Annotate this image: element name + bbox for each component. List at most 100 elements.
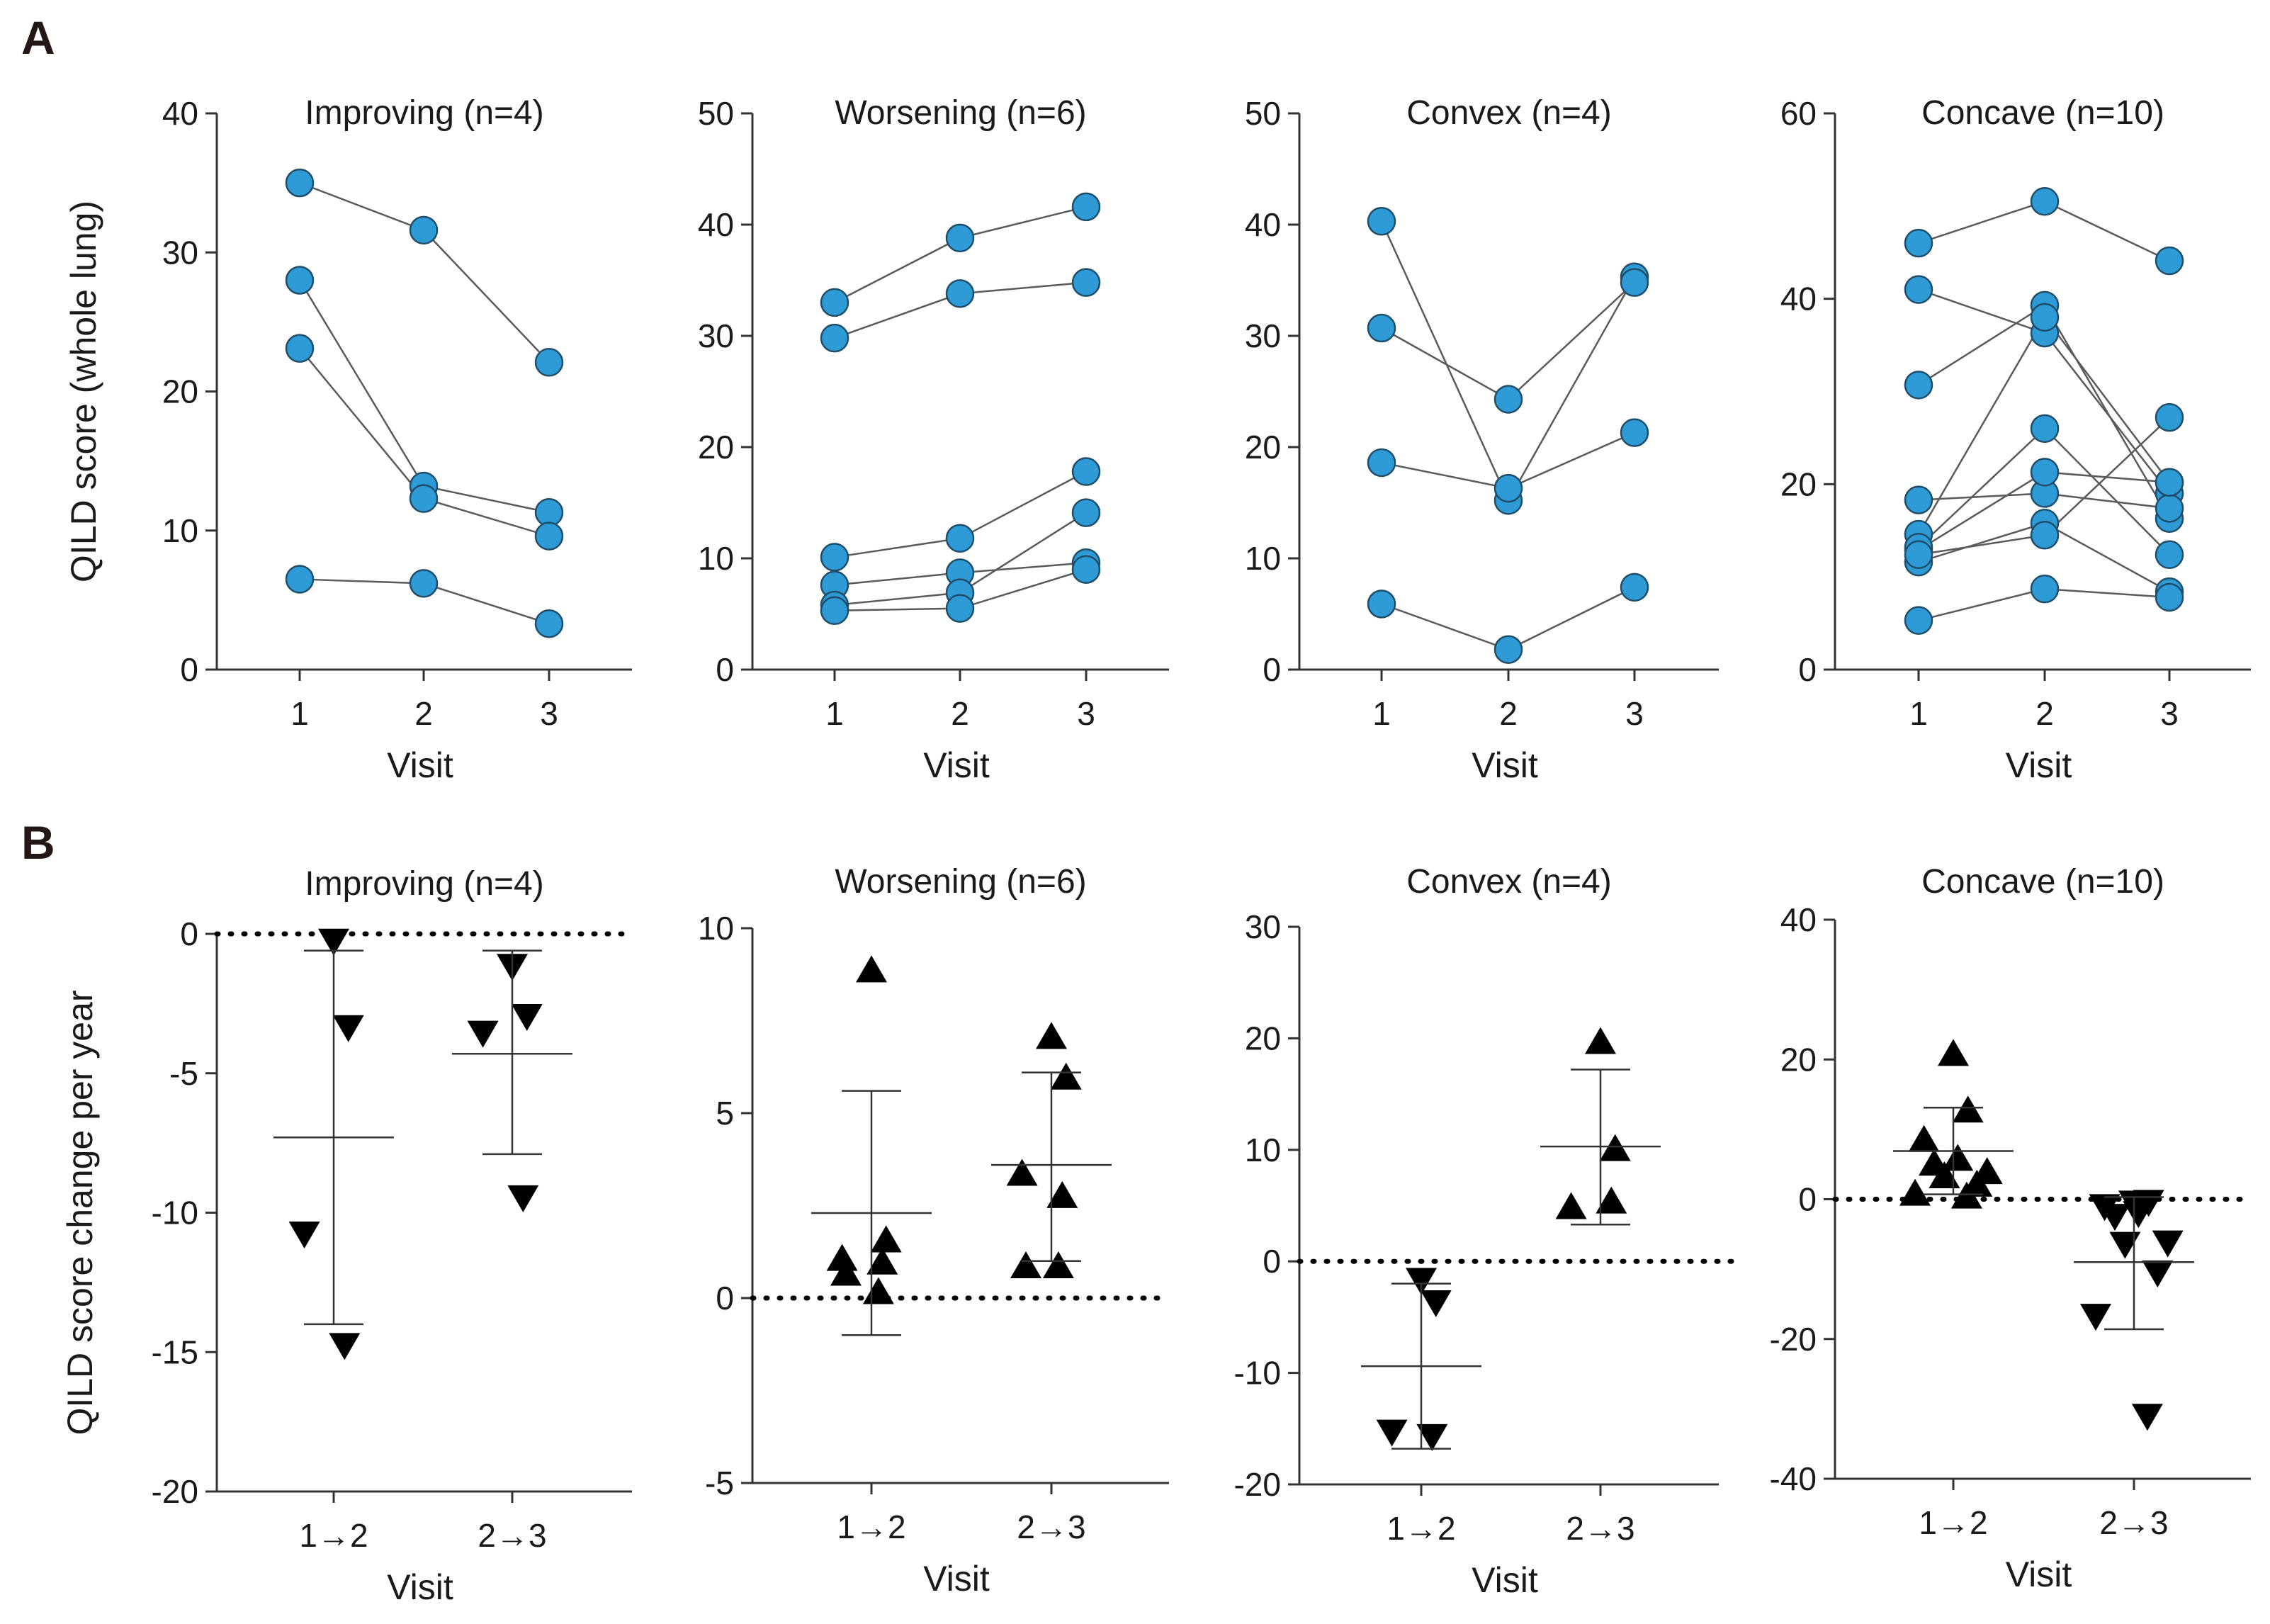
x-tick-label: 1 — [290, 695, 309, 732]
x-axis-label: Visit — [1472, 745, 1538, 785]
y-tick-label: 20 — [162, 373, 198, 410]
data-point — [1071, 192, 1101, 222]
data-point — [1620, 573, 1649, 602]
data-point — [2155, 468, 2184, 497]
data-point — [1071, 498, 1101, 527]
x-tick-label: 3 — [2160, 695, 2179, 732]
x-axis-label: Visit — [923, 745, 990, 785]
panel-label-a: A — [21, 11, 55, 64]
y-tick-label: 20 — [1245, 1020, 1281, 1056]
chart-8: Concave (n=10) 40 20 0 -20 -40 1→2 2→3 Visit — [1770, 863, 2254, 1594]
y-tick-label: 40 — [1780, 901, 1817, 938]
chart-title: Worsening (n=6) — [835, 94, 1086, 132]
data-point — [409, 484, 439, 513]
data-point — [2109, 1231, 2141, 1259]
chart-title: Concave (n=10) — [1921, 863, 2164, 901]
data-point — [2142, 1261, 2174, 1288]
data-point — [1042, 1251, 1074, 1279]
data-point — [2152, 1230, 2184, 1258]
y-tick-label: 60 — [1780, 95, 1817, 132]
data-point — [1904, 485, 1933, 514]
data-point — [1555, 1192, 1587, 1219]
chart-7: Convex (n=4) 30 20 10 0 -10 -20 1→2 2→3 Visit — [1234, 863, 1743, 1600]
y-tick-label: 50 — [1245, 95, 1281, 132]
data-point — [1493, 635, 1523, 664]
data-point — [2030, 187, 2060, 216]
x-tick-label: 1 — [1372, 695, 1391, 732]
x-tick-label: 3 — [1077, 695, 1095, 732]
data-point — [1899, 1178, 1931, 1206]
data-point — [1493, 473, 1523, 503]
data-point — [1620, 418, 1649, 447]
x-tick-label: 3 — [540, 695, 558, 732]
data-point — [945, 279, 975, 308]
y-tick-label: -10 — [1234, 1355, 1281, 1392]
chart-1: Improving (n=4) 0 10 20 30 40 1 2 3 Visit QILD sco… — [64, 94, 632, 785]
data-point — [830, 1258, 862, 1286]
chart-3: Convex (n=4) 0 10 20 30 40 50 1 2 3 Visit — [1245, 94, 1719, 785]
data-point — [2131, 1404, 2163, 1431]
y-axis-label: QILD score (whole lung) — [64, 201, 103, 582]
x-tick-label: 2→3 — [478, 1517, 546, 1554]
data-point — [285, 168, 315, 198]
y-tick-label: -20 — [152, 1473, 198, 1510]
data-point — [945, 223, 975, 253]
y-tick-label: 20 — [1780, 1041, 1817, 1078]
data-point — [1036, 1022, 1067, 1049]
data-point — [1904, 228, 1933, 258]
x-axis-label: Visit — [387, 745, 453, 785]
data-point — [318, 928, 349, 956]
data-point — [1904, 371, 1933, 400]
x-tick-label: 1→2 — [1387, 1510, 1455, 1547]
data-point — [2123, 1201, 2155, 1229]
data-point — [1904, 275, 1933, 304]
x-tick-label: 3 — [1625, 695, 1644, 732]
x-axis-label: Visit — [1472, 1560, 1538, 1600]
y-tick-label: 5 — [716, 1095, 734, 1132]
y-tick-label: 0 — [180, 651, 198, 688]
data-point — [1050, 1062, 1082, 1090]
data-point — [820, 288, 849, 317]
data-point — [1367, 207, 1396, 236]
y-tick-label: 10 — [698, 540, 734, 577]
data-point — [820, 596, 849, 626]
x-axis-label: Visit — [923, 1559, 990, 1598]
data-point — [2155, 582, 2184, 612]
data-point — [866, 1247, 898, 1275]
data-point — [285, 334, 315, 363]
data-point — [511, 1004, 543, 1032]
data-point — [409, 569, 439, 598]
data-point — [534, 521, 564, 551]
chart-title: Convex (n=4) — [1406, 863, 1611, 901]
y-tick-label: -5 — [705, 1465, 734, 1501]
data-point — [1071, 457, 1101, 486]
chart-2: Worsening (n=6) 0 10 20 30 40 50 1 2 3 Visit — [698, 94, 1169, 785]
data-point — [1367, 448, 1396, 478]
chart-5: Improving (n=4) 0 -5 -10 -15 -20 1→2 2→3 Visit QI… — [60, 865, 635, 1607]
data-point — [945, 524, 975, 553]
x-tick-label: 1 — [825, 695, 844, 732]
x-tick-label: 2 — [414, 695, 433, 732]
data-point — [1416, 1423, 1448, 1451]
series-line — [1380, 220, 1636, 503]
series-line — [1381, 281, 1635, 401]
x-tick-label: 2 — [2035, 695, 2054, 732]
y-axis-label: QILD score change per year — [60, 990, 100, 1435]
y-tick-label: 50 — [698, 95, 734, 132]
x-tick-label: 2→3 — [2099, 1504, 2168, 1541]
y-tick-label: 30 — [698, 317, 734, 354]
data-point — [409, 215, 439, 245]
data-point — [1420, 1290, 1452, 1318]
data-point — [1904, 606, 1933, 635]
x-tick-label: 2 — [951, 695, 969, 732]
x-tick-label: 1→2 — [837, 1509, 905, 1545]
x-tick-label: 2→3 — [1017, 1509, 1085, 1545]
x-axis-label: Visit — [2006, 745, 2072, 785]
data-point — [2030, 521, 2060, 550]
chart-title: Improving (n=4) — [305, 865, 543, 903]
data-point — [820, 543, 849, 572]
data-point — [285, 266, 315, 295]
y-tick-label: 0 — [180, 915, 198, 952]
y-tick-label: 40 — [1780, 281, 1817, 317]
